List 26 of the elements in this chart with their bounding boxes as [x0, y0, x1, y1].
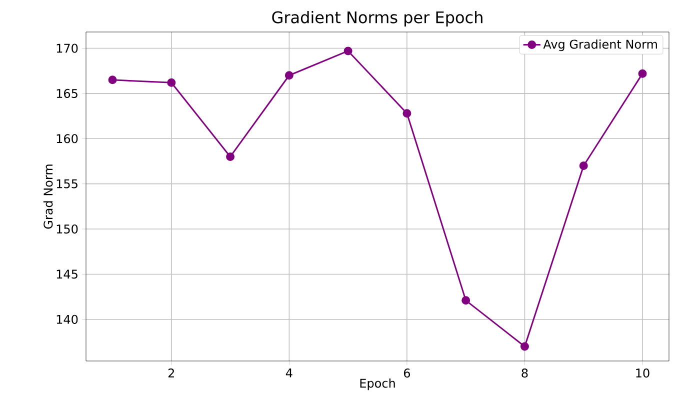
x-tick-label: 10 — [636, 368, 650, 378]
point — [638, 69, 647, 78]
x-tick-label: 4 — [286, 368, 292, 378]
point — [226, 152, 235, 161]
legend-label: Avg Gradient Norm — [543, 39, 657, 52]
x-axis-title: Epoch — [360, 378, 395, 390]
x-tick-label: 2 — [168, 368, 174, 378]
point — [402, 109, 412, 118]
point — [344, 46, 352, 56]
point — [108, 76, 117, 84]
y-tick-label: 145 — [56, 270, 78, 279]
y-tick-label: 150 — [56, 224, 78, 234]
y-tick-label: 140 — [56, 314, 78, 324]
point — [284, 71, 294, 80]
point — [579, 162, 588, 170]
y-tick-label: 165 — [56, 88, 78, 98]
point — [462, 296, 470, 305]
y-axis-title: Grad Norm — [43, 164, 53, 229]
y-tick-label: 160 — [56, 134, 78, 144]
point — [167, 78, 176, 87]
chart-title: Gradient Norms per Epoch — [272, 10, 482, 26]
x-tick-label: 8 — [522, 368, 528, 378]
y-tick-label: 155 — [56, 179, 78, 188]
y-tick-label: 170 — [56, 44, 78, 53]
point — [520, 342, 529, 351]
x-tick-label: 6 — [404, 368, 410, 378]
